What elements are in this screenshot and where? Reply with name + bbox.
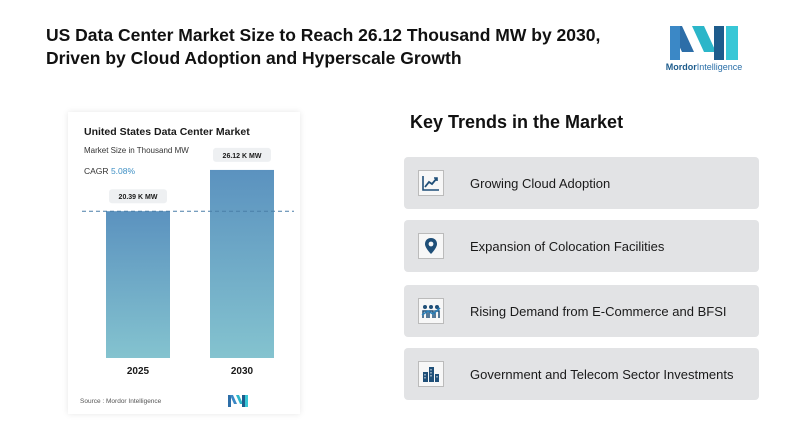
- x-tick-label: 2030: [231, 366, 254, 377]
- bar-2030: [210, 169, 274, 358]
- bar-2025: [106, 211, 170, 358]
- bar-chart: 20.39 K MW 2025 26.12 K MW 2030: [82, 147, 294, 377]
- cagr-label: CAGR 5.08%: [84, 166, 136, 176]
- chart-source: Source : Mordor Intelligence: [80, 398, 162, 405]
- mordor-logo-text: MordorIntelligence: [665, 62, 743, 72]
- chart-card: United States Data Center Market Market …: [68, 112, 300, 414]
- trend-label: Government and Telecom Sector Investment…: [470, 366, 734, 382]
- mini-mordor-logo-icon: [228, 395, 248, 407]
- trend-label: Growing Cloud Adoption: [470, 175, 611, 191]
- people-growth-icon: [418, 298, 444, 324]
- trend-item-colocation: Expansion of Colocation Facilities: [404, 220, 759, 272]
- cagr-value: 5.08%: [110, 166, 136, 176]
- buildings-icon: [418, 361, 444, 387]
- data-label-box: [213, 147, 271, 162]
- data-label: 20.39 K MW: [119, 194, 158, 201]
- trends-title: Key Trends in the Market: [410, 112, 624, 132]
- data-label: 26.12 K MW: [223, 153, 262, 160]
- line-chart-icon: [418, 170, 444, 196]
- trend-item-ecommerce-bfsi: Rising Demand from E-Commerce and BFSI: [404, 285, 759, 337]
- trend-label: Expansion of Colocation Facilities: [470, 238, 665, 254]
- headline: US Data Center Market Size to Reach 26.1…: [46, 25, 601, 68]
- mordor-logo-mark-icon: [670, 26, 738, 60]
- trend-item-cloud-adoption: Growing Cloud Adoption: [404, 157, 759, 209]
- x-tick-label: 2025: [127, 366, 150, 377]
- trend-label: Rising Demand from E-Commerce and BFSI: [470, 303, 727, 319]
- data-label-box: [109, 189, 167, 204]
- chart-title: United States Data Center Market: [84, 126, 250, 138]
- map-pin-icon: [418, 233, 444, 259]
- chart-subtitle: Market Size in Thousand MW: [84, 146, 189, 155]
- trend-item-government-telecom: Government and Telecom Sector Investment…: [404, 348, 759, 400]
- mordor-logo: MordorIntelligence: [658, 22, 750, 74]
